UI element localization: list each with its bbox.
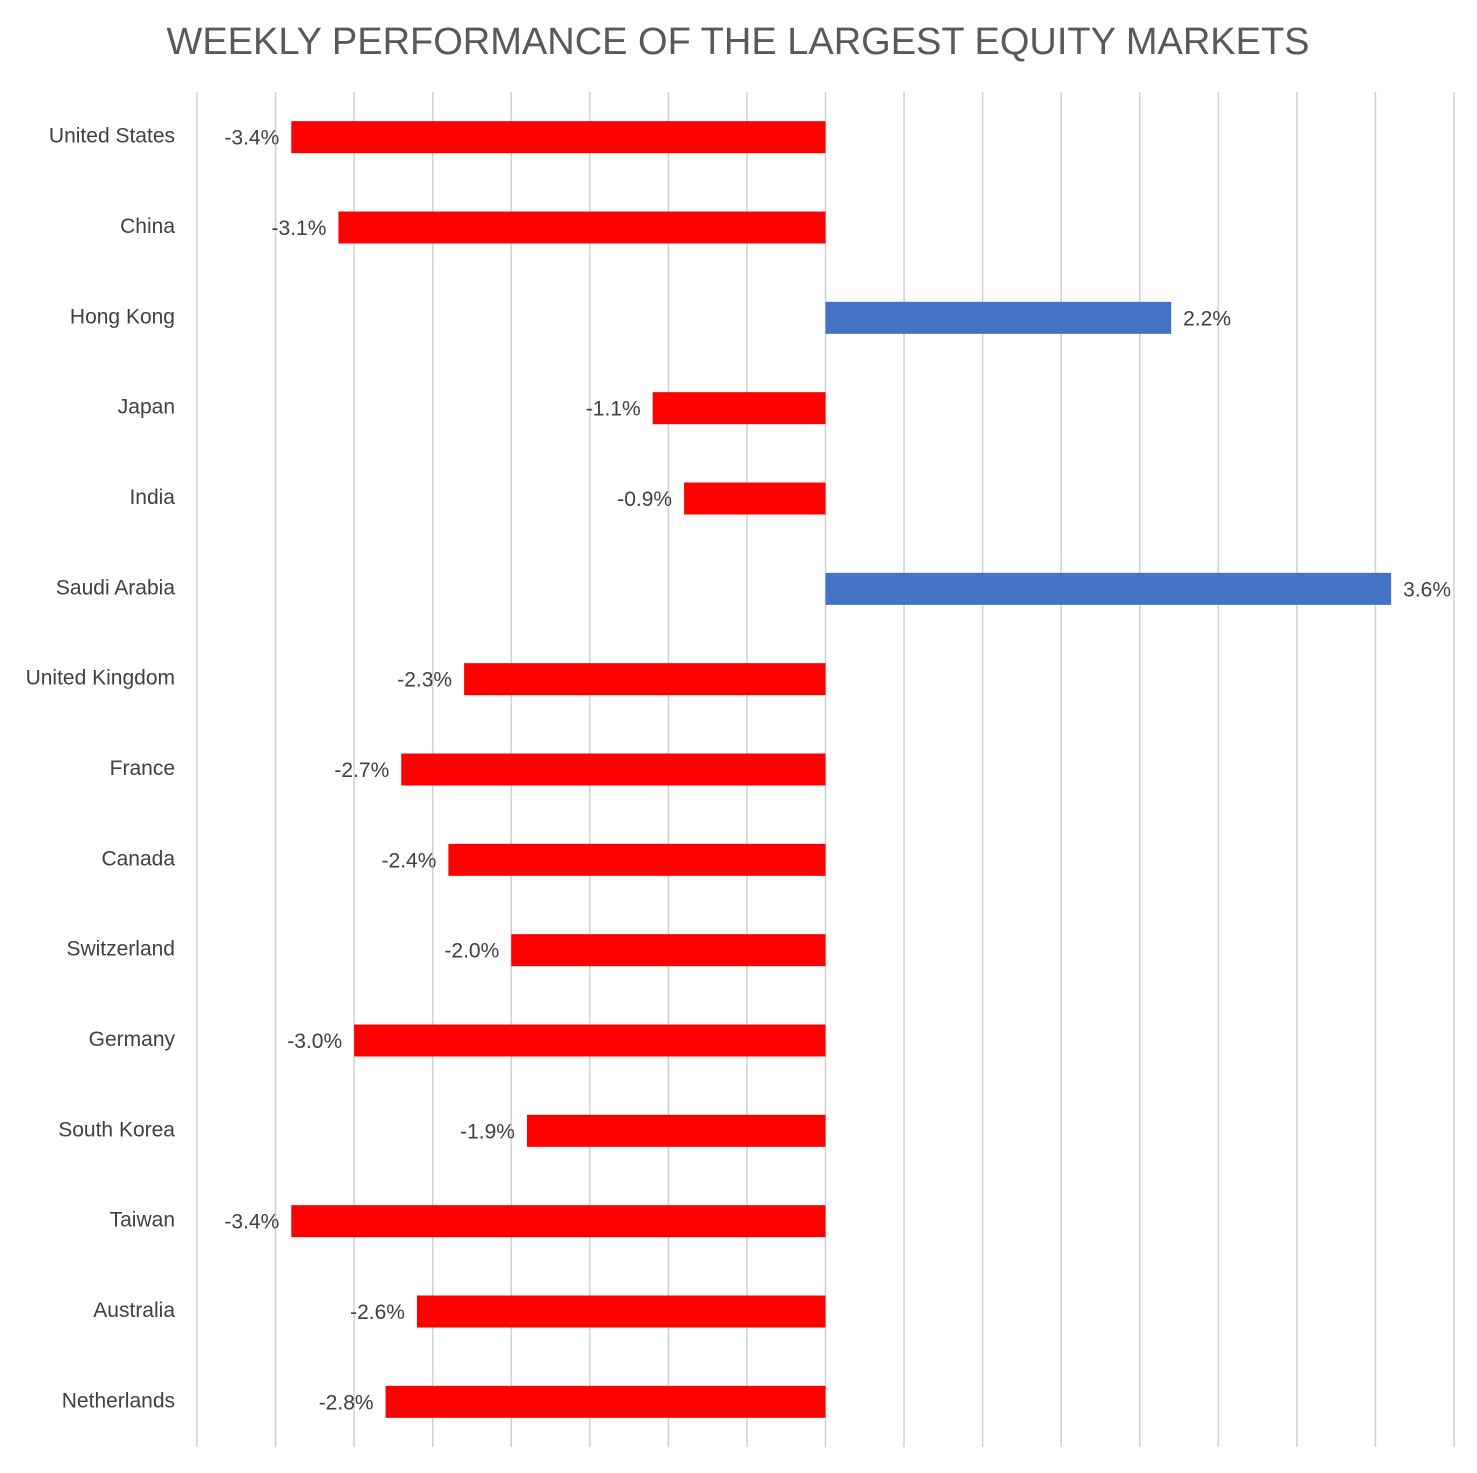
data-label: -1.1%	[586, 398, 641, 421]
bar	[464, 663, 826, 696]
data-label: -2.7%	[334, 759, 389, 782]
data-label: 2.2%	[1183, 307, 1231, 330]
y-tick-label: Germany	[89, 1028, 176, 1051]
data-label: -2.8%	[319, 1391, 374, 1414]
bar	[652, 392, 826, 425]
data-label: -2.0%	[444, 940, 499, 963]
y-tick-label: Taiwan	[110, 1209, 175, 1232]
y-tick-label: Japan	[118, 396, 175, 419]
y-tick-label: South Korea	[58, 1118, 175, 1141]
data-label: -2.3%	[397, 669, 452, 692]
chart-title: WEEKLY PERFORMANCE OF THE LARGEST EQUITY…	[166, 21, 1309, 63]
data-label: -1.9%	[460, 1120, 515, 1143]
data-label: -3.1%	[272, 217, 327, 240]
y-tick-label: China	[120, 215, 175, 238]
data-label: -3.4%	[224, 127, 279, 150]
bar	[825, 572, 1392, 605]
y-tick-label: United Kingdom	[26, 667, 175, 690]
bar	[684, 482, 826, 515]
data-label: -3.0%	[287, 1030, 342, 1053]
y-tick-label: Australia	[93, 1299, 175, 1322]
bar	[416, 1295, 826, 1328]
y-tick-label: Canada	[101, 847, 175, 870]
bar	[291, 121, 826, 154]
data-label: 3.6%	[1403, 578, 1451, 601]
y-tick-label: United States	[49, 125, 175, 148]
data-label: -2.4%	[382, 849, 437, 872]
y-tick-label: France	[110, 757, 175, 780]
bar	[511, 934, 826, 967]
bar	[385, 1385, 826, 1418]
bar	[448, 843, 826, 876]
y-tick-label: Switzerland	[66, 938, 175, 961]
bar	[291, 1205, 826, 1238]
y-tick-label: Hong Kong	[70, 305, 175, 328]
data-label: -2.6%	[350, 1301, 405, 1324]
y-tick-label: Saudi Arabia	[56, 576, 175, 599]
bar	[354, 1024, 826, 1057]
bar	[526, 1114, 826, 1147]
data-label: -0.9%	[617, 488, 672, 511]
bar	[338, 211, 826, 244]
bar	[825, 301, 1172, 334]
y-tick-label: India	[129, 486, 175, 509]
data-label: -3.4%	[224, 1211, 279, 1234]
y-tick-label: Netherlands	[62, 1389, 175, 1412]
bar	[401, 753, 826, 786]
